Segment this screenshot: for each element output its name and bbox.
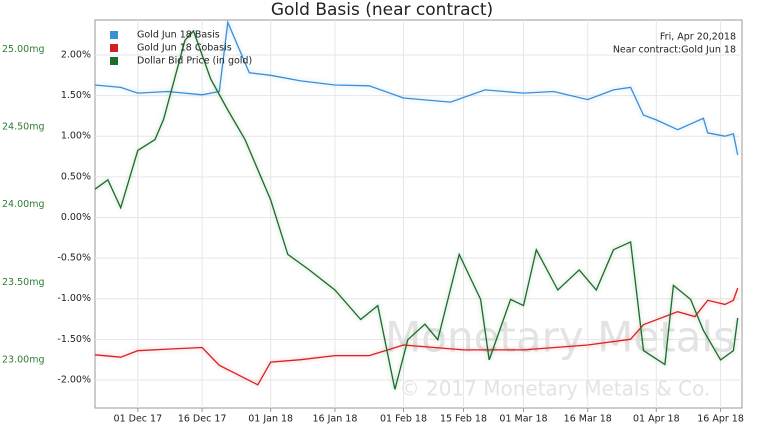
y2-tick-label: 23.50mg xyxy=(2,277,44,288)
legend-swatch xyxy=(110,57,118,65)
x-tick-label: 01 Mar 18 xyxy=(499,414,547,425)
series-line xyxy=(95,20,739,156)
legend-label: Gold Jun 18 Cobasis xyxy=(137,43,232,54)
y-tick-label: -0.50% xyxy=(57,253,91,264)
date-label: Fri, Apr 20,2018 xyxy=(660,32,736,43)
y-tick-label: 1.50% xyxy=(61,90,91,101)
legend-label: Gold Jun 18 Basis xyxy=(137,30,220,41)
x-tick-label: 15 Feb 18 xyxy=(440,414,487,425)
y-tick-label: -1.00% xyxy=(57,293,91,304)
legend-label: Dollar Bid Price (in gold) xyxy=(137,56,252,67)
y2-tick-label: 25.00mg xyxy=(2,44,44,55)
x-tick-label: 01 Jan 18 xyxy=(248,414,293,425)
y-tick-label: -1.50% xyxy=(57,334,91,345)
legend-swatch xyxy=(110,31,118,39)
grid xyxy=(95,20,742,408)
x-tick-label: 16 Dec 17 xyxy=(178,414,227,425)
series-line xyxy=(95,29,739,390)
chart-title: Gold Basis (near contract) xyxy=(271,0,493,20)
x-tick-label: 16 Jan 18 xyxy=(313,414,358,425)
y-tick-label: -2.00% xyxy=(57,374,91,385)
contract-label: Near contract:Gold Jun 18 xyxy=(613,45,736,56)
legend-swatch xyxy=(110,44,118,52)
y-tick-label: 0.50% xyxy=(61,171,91,182)
y2-tick-label: 24.50mg xyxy=(2,122,44,133)
copyright: © 2017 Monetary Metals & Co. xyxy=(400,377,711,401)
plot-area xyxy=(94,19,743,409)
watermark: Monetary Metals xyxy=(385,313,735,362)
y-tick-label: 0.00% xyxy=(61,212,91,223)
y-tick-label: 1.00% xyxy=(61,131,91,142)
x-tick-label: 16 Apr 18 xyxy=(697,414,744,425)
x-tick-label: 01 Feb 18 xyxy=(380,414,427,425)
y2-tick-label: 23.00mg xyxy=(2,354,44,365)
y2-tick-label: 24.00mg xyxy=(2,199,44,210)
x-tick-label: 01 Dec 17 xyxy=(114,414,163,425)
y-tick-label: 2.00% xyxy=(61,49,91,60)
x-tick-label: 01 Apr 18 xyxy=(633,414,680,425)
x-tick-label: 16 Mar 18 xyxy=(564,414,612,425)
